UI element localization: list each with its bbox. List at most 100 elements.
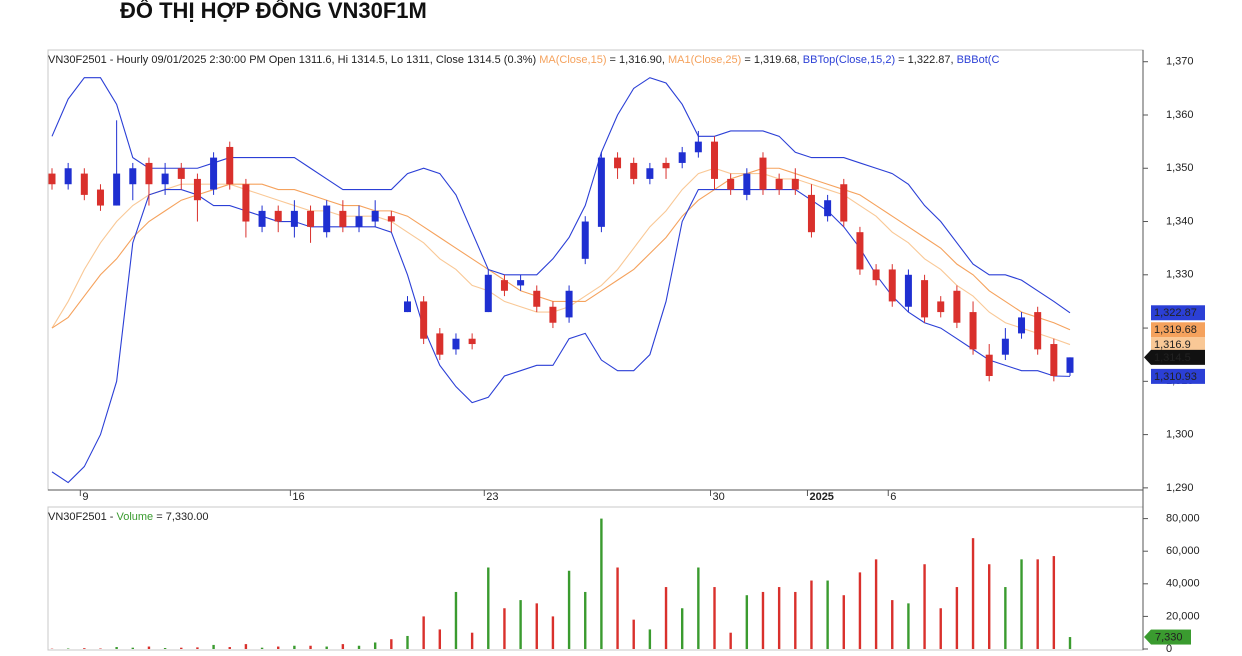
volume-bar xyxy=(794,591,797,649)
candle-body xyxy=(824,200,832,217)
header-part: = 1,322.87, xyxy=(895,54,956,66)
y-tick-label: 1,290 xyxy=(1166,482,1194,494)
page-title: ĐỒ THỊ HỢP ĐỒNG VN30F1M xyxy=(120,0,427,23)
volume-bar xyxy=(600,518,603,649)
volume-bar xyxy=(842,595,845,649)
volume-bar xyxy=(341,644,345,649)
candle-body xyxy=(597,157,605,227)
candle-body xyxy=(921,280,929,318)
indicator-line xyxy=(51,189,1071,484)
candle-body xyxy=(145,162,153,185)
volume-bar xyxy=(616,567,619,649)
indicator-line xyxy=(51,167,1071,331)
volume-bar xyxy=(535,603,538,649)
y-tick-label: 1,350 xyxy=(1166,162,1194,174)
candle-body xyxy=(953,290,961,323)
volume-bar xyxy=(697,567,700,649)
candle-body xyxy=(549,306,557,323)
indicator-line xyxy=(51,167,1071,346)
volume-bar xyxy=(874,559,878,649)
value-badge-label: 7,330 xyxy=(1155,631,1183,643)
price-panel xyxy=(47,49,1144,491)
volume-bar xyxy=(357,645,361,649)
candle-body xyxy=(840,184,848,222)
candle-body xyxy=(339,210,347,227)
candle-body xyxy=(452,338,460,350)
candle-body xyxy=(856,232,864,270)
candle-body xyxy=(646,168,654,179)
volume-bar xyxy=(422,616,425,649)
y-tick-label: 60,000 xyxy=(1166,545,1200,557)
candle-body xyxy=(193,178,201,201)
volume-bar xyxy=(729,632,732,649)
volume-bar xyxy=(1052,556,1056,649)
y-tick-label: 80,000 xyxy=(1166,513,1200,525)
y-tick-label: 1,370 xyxy=(1166,56,1194,68)
volume-bar xyxy=(115,647,118,649)
volume-bar xyxy=(1004,587,1007,649)
header-part: = 1,319.68, xyxy=(741,54,802,66)
candle-body xyxy=(743,173,751,195)
volume-bar xyxy=(891,600,894,649)
candle-body xyxy=(371,210,379,222)
candle-body xyxy=(177,168,185,179)
candle-body xyxy=(129,168,137,185)
y-tick-label: 1,360 xyxy=(1166,109,1194,121)
volume-bar xyxy=(131,647,134,649)
volume-bar xyxy=(955,587,959,649)
volume-bar xyxy=(810,580,813,649)
volume-bar xyxy=(664,587,668,649)
header-part: = 1,316.90, xyxy=(607,54,668,66)
volume-bar xyxy=(1036,559,1039,649)
volume-panel xyxy=(47,506,1144,651)
candle-body xyxy=(274,210,282,222)
value-badge xyxy=(1151,349,1205,365)
volume-bar xyxy=(503,608,506,649)
indicator-line xyxy=(51,77,1071,314)
volume-bar xyxy=(228,647,231,649)
candle-body xyxy=(500,280,508,291)
candle-body xyxy=(355,216,363,227)
candle-body xyxy=(775,178,783,190)
candle-body xyxy=(791,178,799,190)
volume-bar xyxy=(584,591,587,649)
x-tick-label: 6 xyxy=(890,491,896,503)
x-tick-label: 9 xyxy=(82,491,88,503)
candle-body xyxy=(1050,344,1058,377)
volume-bar xyxy=(1020,559,1023,649)
value-badge-label: 1,316.9 xyxy=(1154,339,1191,351)
candle-body xyxy=(387,216,395,222)
candle-body xyxy=(403,301,411,313)
candle-body xyxy=(937,301,945,313)
y-tick-label: 40,000 xyxy=(1166,578,1200,590)
volume-bar xyxy=(147,646,151,649)
volume-bar xyxy=(83,648,86,649)
candle-body xyxy=(307,210,315,227)
volume-bar xyxy=(438,629,442,649)
volume-bar xyxy=(260,647,264,649)
candle-body xyxy=(226,146,234,185)
candle-body xyxy=(1066,357,1074,373)
candle-body xyxy=(581,221,589,259)
candle-body xyxy=(1018,317,1026,334)
volume-bar xyxy=(390,639,393,649)
volume-bar xyxy=(713,587,716,649)
candle-body xyxy=(872,269,880,281)
header-part: Volume xyxy=(116,511,153,523)
x-tick-label: 30 xyxy=(713,491,725,503)
candle-body xyxy=(1001,338,1009,355)
panel-header: VN30F2501 - Hourly 09/01/2025 2:30:00 PM… xyxy=(48,54,999,66)
volume-bar xyxy=(551,616,555,649)
volume-bar xyxy=(923,564,926,649)
candle-body xyxy=(517,280,525,286)
volume-bar xyxy=(163,648,167,649)
candle-body xyxy=(985,354,993,377)
volume-bar xyxy=(454,591,458,649)
volume-bar xyxy=(325,646,328,649)
header-part: VN30F2501 - Hourly 09/01/2025 2:30:00 PM… xyxy=(48,54,539,66)
candle-body xyxy=(468,338,476,345)
x-tick-label: 2025 xyxy=(809,491,833,503)
header-part: MA1(Close,25) xyxy=(668,54,741,66)
header-part: BBBot(C xyxy=(957,54,1000,66)
